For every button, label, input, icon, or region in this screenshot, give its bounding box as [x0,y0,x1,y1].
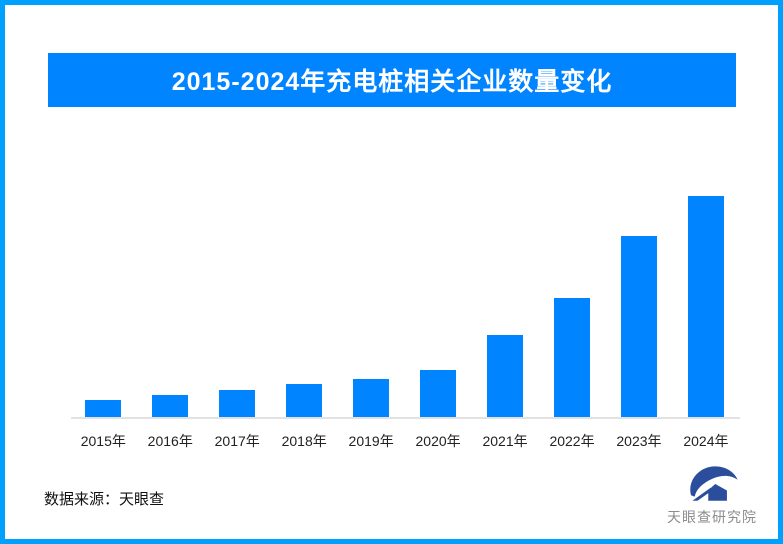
chart-title-banner: 2015-2024年充电桩相关企业数量变化 [48,53,736,107]
x-axis-label-2022: 2022年 [549,433,595,449]
bar-2020 [420,370,457,417]
x-axis-label-2023: 2023年 [616,433,662,449]
x-axis-label-2016: 2016年 [147,433,193,449]
bar-2022 [554,298,591,417]
tianyancha-eye-house-logo-icon [690,466,738,501]
x-axis-label-2017: 2017年 [214,433,260,449]
data-source-label: 数据来源：天眼查 [44,491,165,508]
bar-2024 [687,196,724,417]
x-axis-label-2018: 2018年 [281,433,327,449]
bar-2017 [219,390,256,417]
x-axis-label-2015: 2015年 [80,433,126,449]
bar-chart: 2015年 2016年 2017年 2018年 2019年 2020年 2021年 2022年… [5,5,778,539]
x-axis-label-2021: 2021年 [482,433,528,449]
bar-2016 [152,395,189,417]
tianyancha-logo-text: 天眼查研究院 [667,509,757,525]
bar-2019 [353,379,390,417]
x-axis-label-2024: 2024年 [683,433,729,449]
bar-2023 [620,236,657,417]
bar-2015 [85,400,122,417]
x-axis-label-2019: 2019年 [348,433,394,449]
bar-2021 [487,335,524,417]
tianyancha-logo: 天眼查研究院 [653,463,771,533]
chart-title: 2015-2024年充电桩相关企业数量变化 [171,68,613,96]
bar-2018 [286,384,323,417]
x-axis-label-2020: 2020年 [415,433,461,449]
x-axis-line [71,417,740,419]
